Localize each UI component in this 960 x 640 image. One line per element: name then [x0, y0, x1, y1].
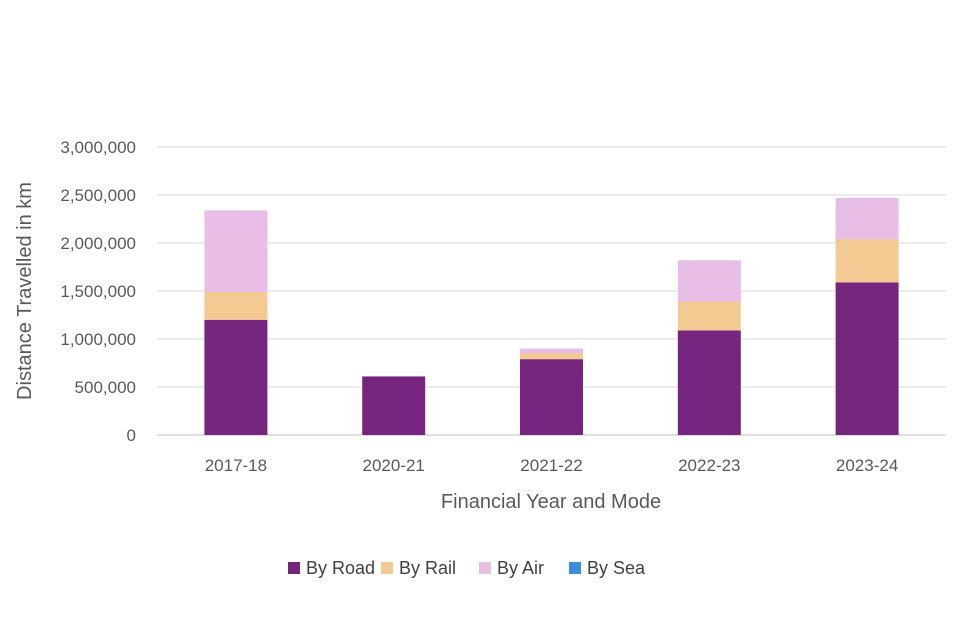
bars: [204, 197, 899, 435]
legend: By Road By Rail By Air By Sea: [288, 558, 646, 578]
y-tick-label: 3,000,000: [60, 138, 136, 157]
x-tick-label: 2022-23: [678, 456, 740, 475]
x-tick-label: 2020-21: [363, 456, 425, 475]
bar-segment-by-rail: [520, 353, 583, 360]
bar-segment-by-road: [520, 359, 583, 435]
bar-segment-by-road: [835, 282, 899, 435]
legend-swatch: [569, 562, 581, 574]
y-tick-label: 1,500,000: [60, 282, 136, 301]
legend-swatch: [288, 562, 300, 574]
bar-segment-by-rail: [204, 291, 268, 320]
y-tick-label: 0: [127, 426, 136, 445]
y-tick-label: 1,000,000: [60, 330, 136, 349]
gridlines: [157, 146, 946, 436]
bar-segment-by-air: [835, 197, 899, 240]
x-tick-label: 2023-24: [836, 456, 898, 475]
bar-segment-by-road: [362, 376, 426, 435]
bar-segment-by-air: [520, 348, 583, 354]
y-tick-label: 2,500,000: [60, 186, 136, 205]
legend-label: By Rail: [399, 558, 456, 578]
bar-segment-by-rail: [677, 301, 741, 331]
y-axis-title: Distance Travelled in km: [14, 182, 36, 400]
x-axis-title: Financial Year and Mode: [441, 491, 661, 513]
y-axis-ticks: 0 500,000 1,000,000 1,500,000 2,000,000 2,500…: [60, 138, 136, 445]
bar-segment-by-road: [677, 330, 741, 435]
legend-swatch: [381, 562, 393, 574]
y-tick-label: 2,000,000: [60, 234, 136, 253]
x-tick-label: 2017-18: [205, 456, 267, 475]
legend-label: By Sea: [587, 558, 646, 578]
x-tick-label: 2021-22: [520, 456, 582, 475]
bar-segment-by-road: [204, 319, 268, 435]
legend-swatch: [479, 562, 491, 574]
legend-label: By Air: [497, 558, 544, 578]
y-tick-label: 500,000: [75, 378, 136, 397]
x-axis-ticks: 2017-18 2020-21 2021-22 2022-23 2023-24: [205, 456, 899, 475]
bar-segment-by-rail: [835, 239, 899, 283]
bar-segment-by-air: [677, 260, 741, 302]
bar-segment-by-air: [204, 210, 268, 292]
legend-label: By Road: [306, 558, 375, 578]
